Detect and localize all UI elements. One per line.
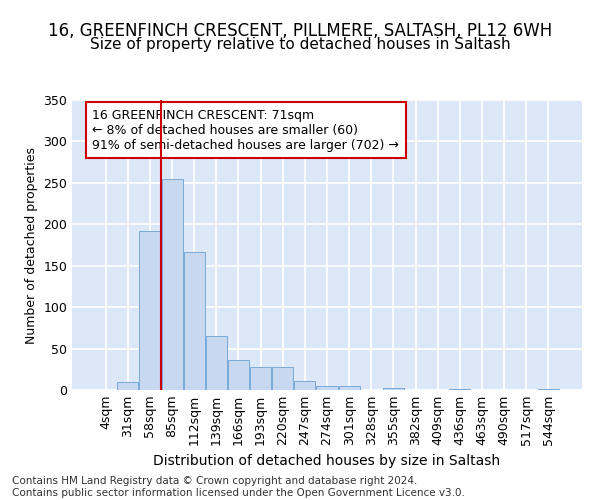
Bar [383, 388, 404, 390]
Text: Size of property relative to detached houses in Saltash: Size of property relative to detached ho… [89, 38, 511, 52]
Bar [338, 386, 359, 390]
Bar [538, 389, 559, 390]
Bar [139, 231, 160, 390]
Text: Contains HM Land Registry data © Crown copyright and database right 2024.
Contai: Contains HM Land Registry data © Crown c… [12, 476, 465, 498]
Bar [250, 367, 271, 390]
Bar [118, 382, 139, 390]
Bar [295, 381, 316, 390]
Text: 16 GREENFINCH CRESCENT: 71sqm
← 8% of detached houses are smaller (60)
91% of se: 16 GREENFINCH CRESCENT: 71sqm ← 8% of de… [92, 108, 399, 152]
X-axis label: Distribution of detached houses by size in Saltash: Distribution of detached houses by size … [154, 454, 500, 468]
Text: 16, GREENFINCH CRESCENT, PILLMERE, SALTASH, PL12 6WH: 16, GREENFINCH CRESCENT, PILLMERE, SALTA… [48, 22, 552, 40]
Bar [161, 178, 182, 390]
Y-axis label: Number of detached properties: Number of detached properties [25, 146, 38, 344]
Bar [449, 389, 470, 390]
Bar [316, 386, 338, 390]
Bar [184, 252, 205, 390]
Bar [272, 367, 293, 390]
Bar [228, 360, 249, 390]
Bar [206, 336, 227, 390]
